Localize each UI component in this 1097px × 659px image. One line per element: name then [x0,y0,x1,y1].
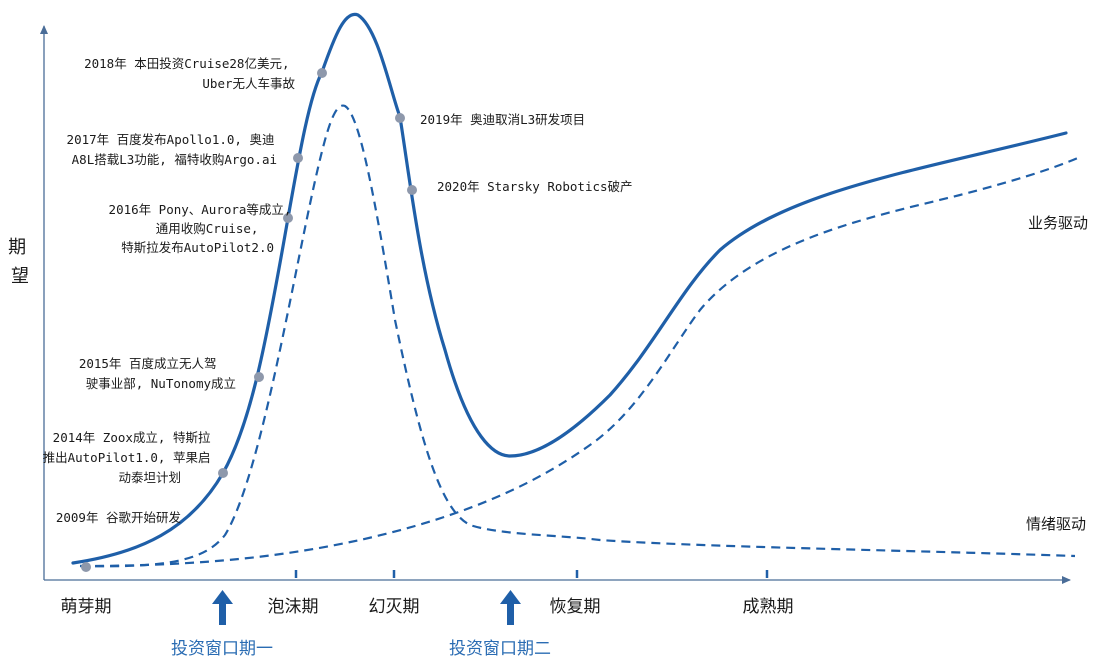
milestone-2020: 2020年 Starsky Robotics破产 [437,179,633,194]
phase-label-bubble: 泡沫期 [268,597,319,617]
milestone-dot [218,468,228,478]
milestone-dot [407,185,417,195]
milestone-dot [317,68,327,78]
phase-label-recovery: 恢复期 [550,597,601,617]
emotion-driven-label: 情绪驱动 [1026,515,1086,533]
milestone-dots [81,68,417,572]
investment-window-one-label: 投资窗口期一 [171,639,273,659]
milestone-2009: 2009年 谷歌开始研发 [56,510,182,525]
milestone-2018: 2018年 本田投资Cruise28亿美元, Uber无人车事故 [84,56,297,91]
hype-curve [71,12,1068,565]
milestone-dot [395,113,405,123]
window-one-arrow [212,590,233,625]
milestone-2019: 2019年 奥迪取消L3研发项目 [420,112,585,127]
y-axis-title: 期 望 [8,237,32,287]
phase-label-mature: 成熟期 [743,596,794,617]
emotion-driven-curve [79,104,1076,568]
milestone-dot [293,153,303,163]
investment-window-two-label: 投资窗口期二 [449,639,551,659]
milestone-2014: 2014年 Zoox成立, 特斯拉 推出AutoPilot1.0, 苹果启 动泰… [43,430,218,485]
milestone-dot [254,372,264,382]
milestone-dot [81,562,91,572]
milestone-notes: 2009年 谷歌开始研发 2014年 Zoox成立, 特斯拉 推出AutoPil… [43,56,633,525]
window-two-arrow [500,590,521,625]
milestone-dot [283,213,293,223]
business-driven-label: 业务驱动 [1028,214,1088,232]
milestone-2016: 2016年 Pony、Aurora等成立, 通用收购Cruise, 特斯拉发布A… [109,202,299,255]
phase-label-germination: 萌芽期 [61,597,112,617]
business-driven-curve [79,155,1081,568]
milestone-2017: 2017年 百度发布Apollo1.0, 奥迪 A8L搭载L3功能, 福特收购A… [67,132,282,167]
phase-label-disillusion: 幻灭期 [369,597,420,617]
milestone-2015: 2015年 百度成立无人驾 驶事业部, NuTonomy成立 [79,356,236,391]
